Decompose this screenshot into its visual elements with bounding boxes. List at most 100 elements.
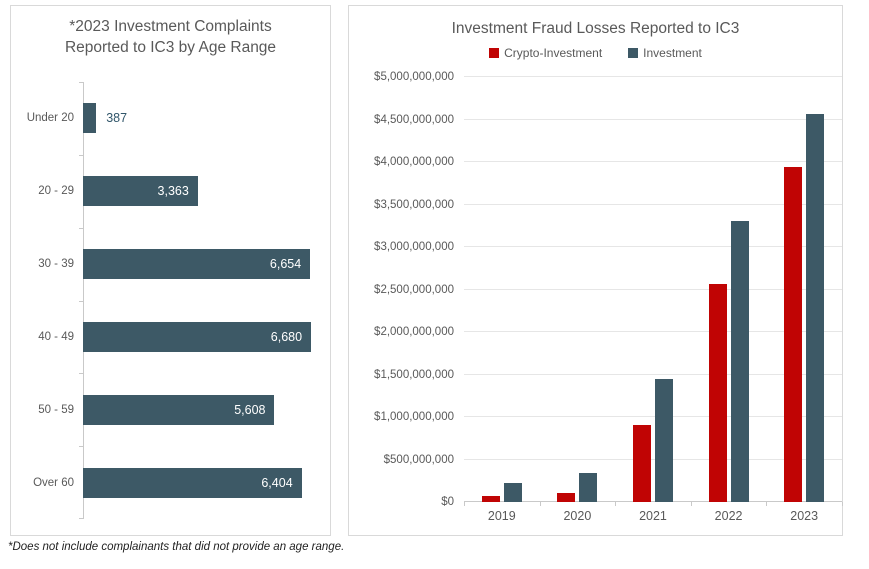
bar-groups xyxy=(464,77,842,502)
investment-bar xyxy=(579,473,598,502)
fraud-losses-chart-title: Investment Fraud Losses Reported to IC3 xyxy=(451,20,740,37)
y-tick-label: $500,000,000 xyxy=(383,453,454,466)
legend-item: Crypto-Investment xyxy=(489,46,602,60)
crypto-investment-bar xyxy=(481,496,500,502)
y-tick-label: $0 xyxy=(441,496,454,508)
y-tick-label: $2,000,000,000 xyxy=(374,326,454,338)
crypto-investment-bar xyxy=(708,283,727,502)
year-group xyxy=(540,77,616,502)
bar-value-label: 3,363 xyxy=(157,184,189,199)
axis-tick xyxy=(79,300,83,302)
bar-track: 387 xyxy=(83,82,322,155)
bar-track: 6,680 xyxy=(83,300,322,373)
legend-swatch xyxy=(489,48,500,59)
gridline xyxy=(464,76,842,77)
investment-bar xyxy=(503,483,522,502)
x-axis-tick xyxy=(842,502,843,506)
investment-bar xyxy=(806,113,825,502)
x-tick-label: 2020 xyxy=(563,509,592,523)
bar-track: 6,404 xyxy=(83,446,322,519)
x-axis-tick xyxy=(766,502,768,506)
bar-value-label: 6,654 xyxy=(269,257,302,272)
bar-track: 6,654 xyxy=(83,228,322,301)
fraud-losses-legend: Crypto-Investment Investment xyxy=(349,46,842,60)
y-tick-label: $4,500,000,000 xyxy=(374,113,454,126)
year-group xyxy=(464,77,540,502)
age-range-chart-title: *2023 Investment Complaints Reported to … xyxy=(11,16,330,59)
fraud-losses-chart-panel: Investment Fraud Losses Reported to IC3 … xyxy=(348,5,843,536)
bar-value-label: 6,680 xyxy=(270,329,303,344)
crypto-investment-bar xyxy=(557,492,576,502)
x-axis-tick xyxy=(539,502,541,506)
age-bar: 3,363 xyxy=(83,176,198,207)
legend-label: Crypto-Investment xyxy=(504,46,603,61)
category-label: 30 - 39 xyxy=(38,258,74,271)
age-range-plot: Under 20 387 20 - 29 3,363 30 - 39 6,654 40 - … xyxy=(19,82,322,519)
x-axis-labels: 2019 2020 2021 2022 2023 xyxy=(464,502,842,523)
bar-value-label: 6,404 xyxy=(261,475,293,490)
age-range-row: 40 - 49 6,680 xyxy=(19,300,322,373)
age-range-row: Over 60 6,404 xyxy=(19,446,322,519)
y-tick-label: $5,000,000,000 xyxy=(374,71,454,83)
footnote: *Does not include complainants that did … xyxy=(8,541,345,553)
category-label: Under 20 xyxy=(26,112,74,125)
gridline xyxy=(464,288,842,290)
x-tick-label: 2022 xyxy=(714,509,743,523)
age-range-row: 30 - 39 6,654 xyxy=(19,228,322,301)
axis-tick xyxy=(79,82,83,83)
year-group xyxy=(691,77,767,502)
fraud-losses-plot xyxy=(464,76,842,502)
category-label: 40 - 49 xyxy=(38,330,74,343)
x-axis-tick xyxy=(615,502,617,506)
year-group xyxy=(615,77,691,502)
age-bar: 5,608 xyxy=(83,394,275,425)
x-tick-label: 2021 xyxy=(639,509,667,523)
age-bar xyxy=(83,103,97,134)
age-bar: 6,680 xyxy=(83,321,312,352)
age-range-row: 50 - 59 5,608 xyxy=(19,373,322,446)
gridline xyxy=(464,458,842,460)
gridline xyxy=(464,246,842,247)
crypto-investment-bar xyxy=(632,424,651,502)
category-label: Over 60 xyxy=(33,476,74,489)
x-tick-label: 2023 xyxy=(790,509,819,523)
axis-tick xyxy=(79,227,83,229)
year-group xyxy=(766,77,842,502)
gridline xyxy=(464,416,842,417)
category-label: 20 - 29 xyxy=(38,185,74,198)
fraud-losses-chart-area: $0 $500,000,000 $1,000,000,000 $1,500,000,0… xyxy=(357,71,843,523)
gridline xyxy=(464,203,842,205)
gridline xyxy=(464,373,842,375)
y-tick-label: $4,000,000,000 xyxy=(374,156,454,168)
y-tick-label: $1,000,000,000 xyxy=(374,411,454,423)
y-tick-label: $1,500,000,000 xyxy=(374,368,454,381)
axis-tick xyxy=(79,518,83,519)
gridline xyxy=(464,161,842,162)
age-range-chart-title-line2: Reported to IC3 by Age Range xyxy=(64,39,277,57)
y-tick-label: $3,500,000,000 xyxy=(374,198,454,211)
gridline xyxy=(464,118,842,120)
gridline xyxy=(464,331,842,332)
bar-track: 5,608 xyxy=(83,373,322,446)
x-tick-label: 2019 xyxy=(487,509,516,523)
bar-track: 3,363 xyxy=(83,155,322,228)
legend-label: Investment xyxy=(643,46,702,61)
age-bar: 6,404 xyxy=(83,467,302,498)
axis-tick xyxy=(79,154,83,156)
y-tick-label: $3,000,000,000 xyxy=(374,241,454,253)
investment-bar xyxy=(730,220,749,502)
legend-item: Investment xyxy=(628,46,702,60)
axis-tick xyxy=(79,446,83,448)
bar-value-label: 387 xyxy=(106,111,128,126)
age-range-row: Under 20 387 xyxy=(19,82,322,155)
gridline xyxy=(464,501,842,502)
y-axis-labels: $0 $500,000,000 $1,000,000,000 $1,500,000,0… xyxy=(357,71,454,508)
legend-swatch xyxy=(628,48,639,59)
age-range-chart-title-line1: *2023 Investment Complaints xyxy=(69,18,272,35)
x-axis-tick xyxy=(464,502,465,506)
age-range-axis-line xyxy=(83,82,84,519)
category-label: 50 - 59 xyxy=(38,403,74,416)
age-range-row: 20 - 29 3,363 xyxy=(19,155,322,228)
age-range-rows: Under 20 387 20 - 29 3,363 30 - 39 6,654 40 - … xyxy=(19,82,322,519)
